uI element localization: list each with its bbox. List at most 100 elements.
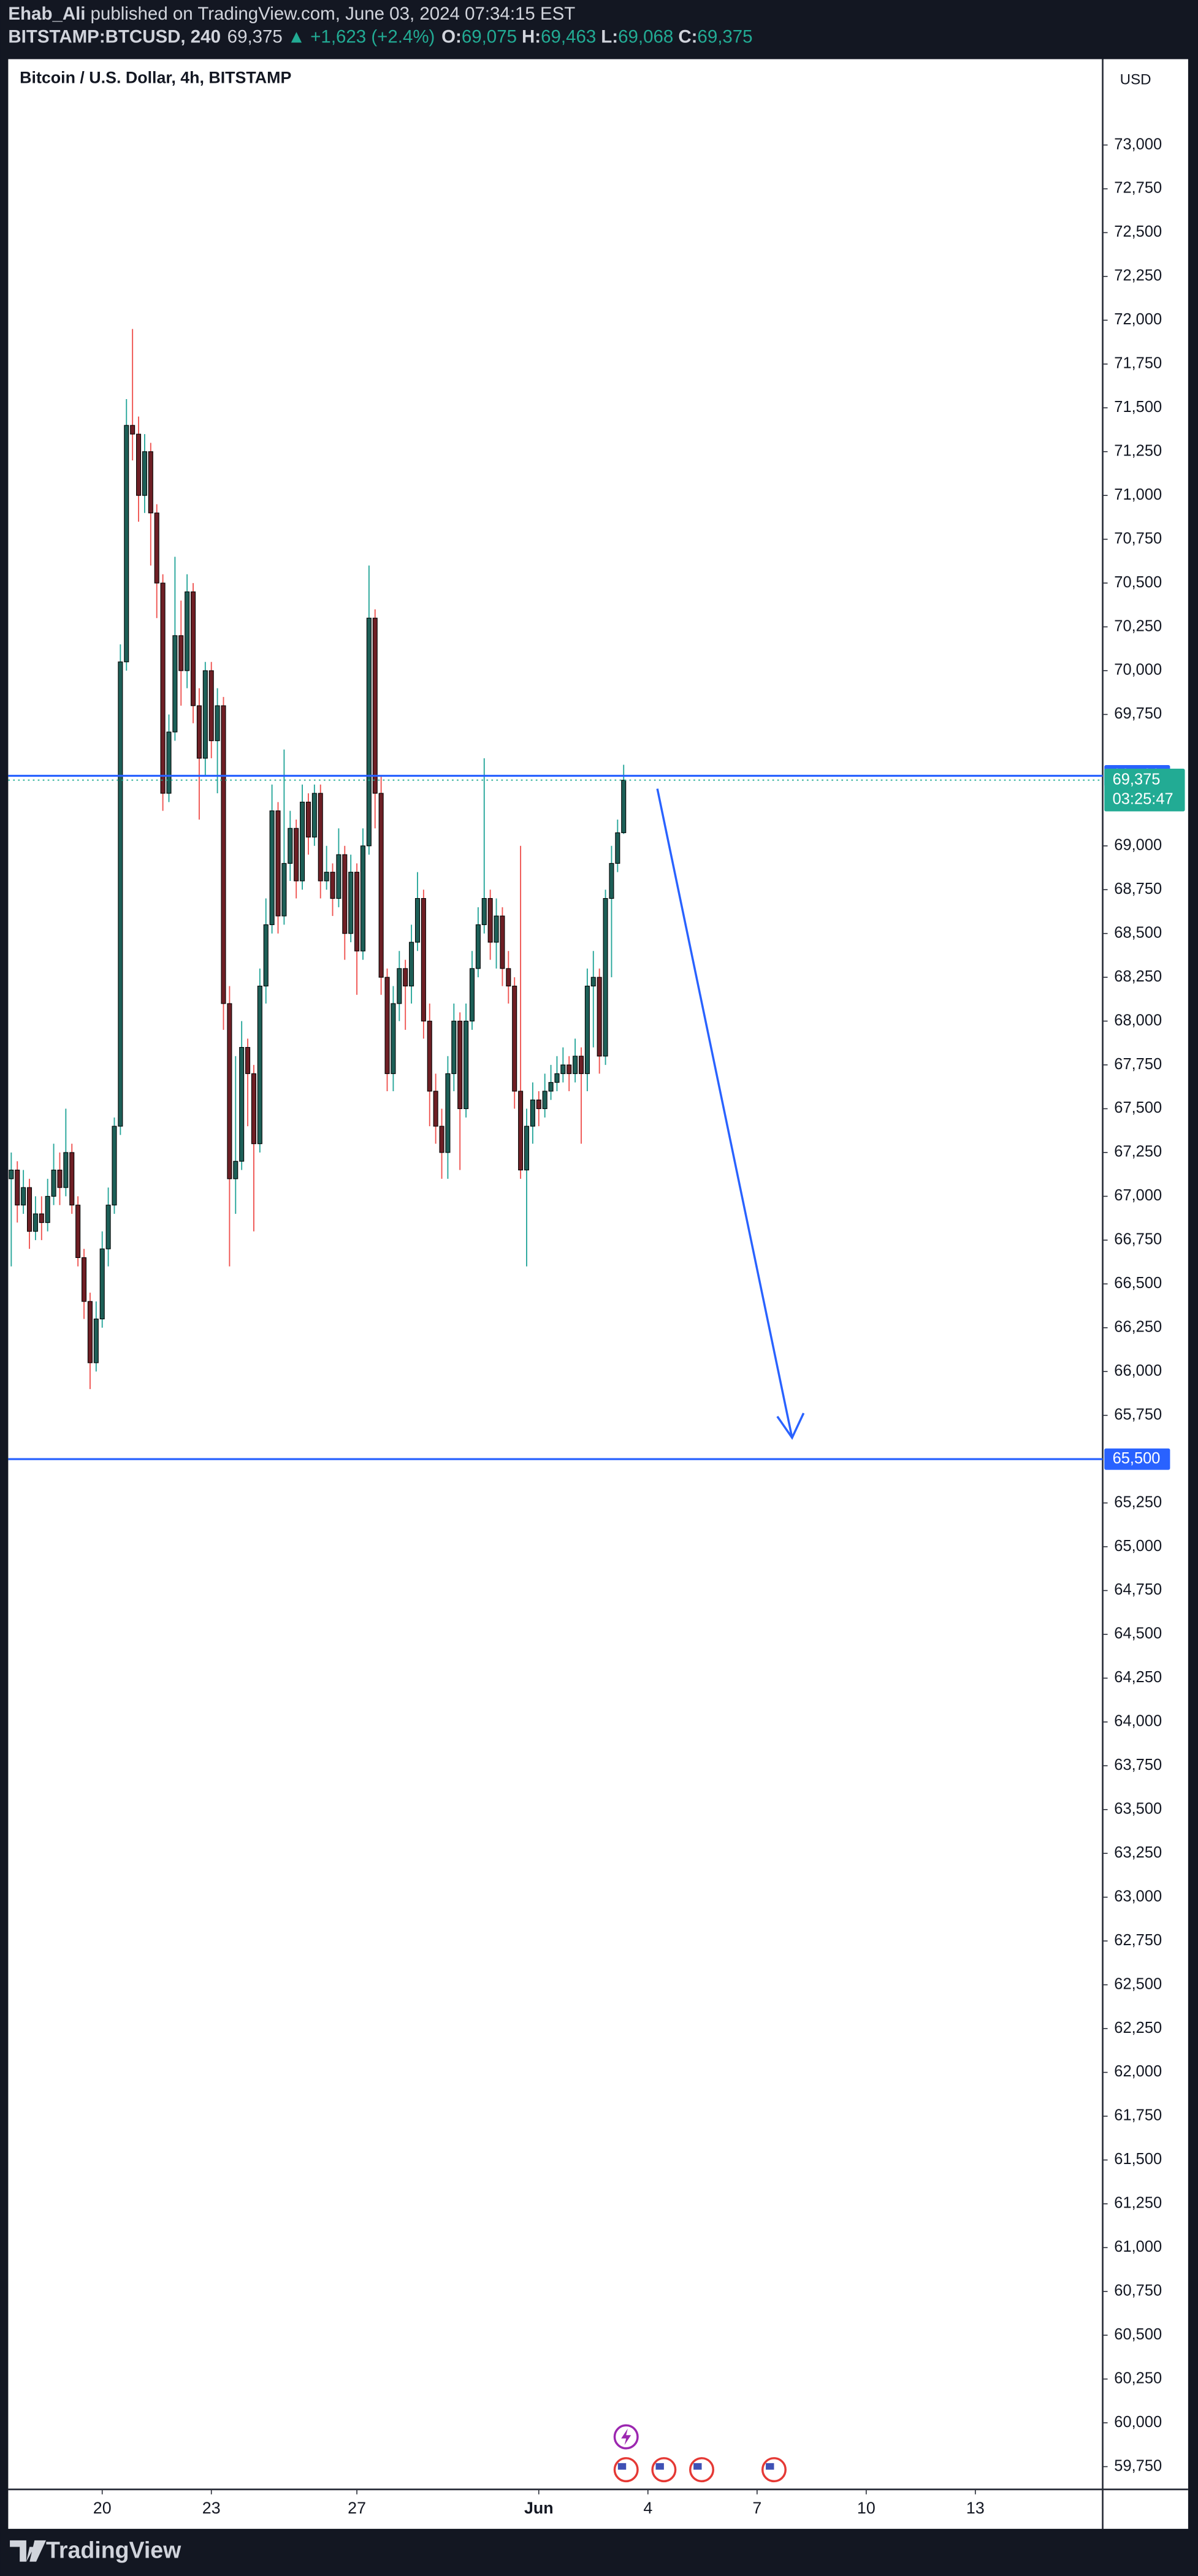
candle-body [172, 635, 178, 733]
candle-body [32, 1213, 38, 1232]
candle-body [15, 1170, 20, 1206]
y-tick-label: 62,500 [1114, 1975, 1162, 1992]
y-tick-label: 72,500 [1114, 223, 1162, 240]
candle-body [221, 705, 226, 1004]
flag-canton [693, 2463, 702, 2470]
candle-body [191, 591, 196, 706]
x-tick-label: 10 [857, 2499, 876, 2517]
ohlc-label: L: [601, 26, 618, 47]
candle-body [288, 828, 293, 864]
y-tick-label: 71,500 [1114, 398, 1162, 416]
candle-body [372, 617, 378, 794]
published: published on TradingView.com, June 03, 2… [91, 4, 576, 24]
y-tick-label: 73,000 [1114, 135, 1162, 153]
candle-body [336, 854, 341, 899]
candle-body [275, 810, 281, 916]
candle-body [506, 968, 511, 986]
candle-body [112, 1126, 117, 1206]
y-tick-label: 64,500 [1114, 1625, 1162, 1642]
x-tick-label: 27 [348, 2499, 366, 2517]
candle-body [603, 898, 608, 1057]
candle-body [148, 451, 153, 514]
candle-body [257, 985, 262, 1145]
x-tick-label: 7 [752, 2499, 761, 2517]
candle-body [82, 1257, 87, 1302]
candle-body [397, 968, 402, 1004]
candle-body [300, 801, 305, 882]
x-tick-label: Jun [524, 2499, 554, 2517]
candle-body [366, 617, 372, 847]
candle-body [597, 977, 602, 1057]
candle-body [39, 1213, 44, 1223]
candle-body [578, 1056, 584, 1074]
x-tick-label: 20 [93, 2499, 112, 2517]
y-tick-label: 61,750 [1114, 2107, 1162, 2124]
events [613, 2424, 787, 2483]
candle-body [263, 924, 269, 986]
y-tick-label: 62,750 [1114, 1932, 1162, 1949]
candle-body [421, 898, 426, 1022]
y-tick-label: 71,750 [1114, 355, 1162, 372]
y-tick-label: 63,000 [1114, 1888, 1162, 1905]
candle-body [45, 1195, 50, 1223]
y-tick-label: 63,500 [1114, 1801, 1162, 1818]
candle-body [233, 1160, 238, 1179]
y-tick-label: 66,000 [1114, 1362, 1162, 1379]
candle-body [475, 924, 481, 969]
candle-body [414, 898, 420, 943]
candle-body [124, 425, 129, 663]
candle-body [324, 872, 329, 882]
y-tick-label: 72,250 [1114, 267, 1162, 284]
candle-body [548, 1082, 554, 1092]
y-tick-label: 69,750 [1114, 705, 1162, 722]
candle-body [584, 985, 590, 1074]
candle-body [311, 793, 317, 838]
y-tick-label: 60,250 [1114, 2369, 1162, 2387]
currency: USD [1120, 72, 1151, 88]
y-tick-label: 61,000 [1114, 2238, 1162, 2255]
candle-body [378, 793, 384, 978]
candle-body [451, 1021, 457, 1074]
arrow-shaft [656, 788, 793, 1438]
y-tick-label: 70,000 [1114, 661, 1162, 679]
candle-body [524, 1126, 530, 1171]
change: ▲ +1,623 (+2.4%) [288, 26, 435, 47]
candle-body [445, 1073, 451, 1153]
last-price-label: 69,375 [1113, 771, 1161, 788]
y-tick-label: 66,500 [1114, 1275, 1162, 1292]
candle-body [554, 1073, 560, 1083]
candle-body [457, 1021, 463, 1110]
candle-body [196, 705, 202, 759]
y-tick-label: 67,500 [1114, 1099, 1162, 1116]
plot: 59,750 60,000 60,250 60,500 60,750 61,000 61,2… [8, 135, 1185, 2517]
y-tick-label: 66,750 [1114, 1231, 1162, 1248]
candle-body [251, 1073, 256, 1145]
y-tick-label: 62,250 [1114, 2019, 1162, 2037]
chart-title: Bitcoin / U.S. Dollar, 4h, BITSTAMP [20, 69, 291, 87]
candle-body [464, 1021, 469, 1110]
ohlc-label: O: [441, 26, 462, 47]
candle-body [21, 1187, 26, 1206]
y-tick-label: 71,250 [1114, 442, 1162, 459]
candle-body [360, 845, 365, 951]
candle-body [294, 828, 299, 882]
candle-body [202, 670, 208, 759]
publish-line: Ehab_Ali published on TradingView.com, Ju… [8, 4, 575, 24]
y-tick-label: 68,000 [1114, 1012, 1162, 1029]
candle-body [384, 977, 390, 1074]
candle-body [130, 425, 135, 435]
y-tick-label: 63,250 [1114, 1844, 1162, 1861]
candle-body [160, 582, 166, 794]
candle-body [239, 1046, 245, 1162]
y-tick-label: 71,000 [1114, 486, 1162, 503]
ohlc-value: 69,375 [697, 26, 752, 47]
y-tick-label: 60,000 [1114, 2414, 1162, 2431]
footer-logo: TradingView [10, 2537, 181, 2563]
candle-body [75, 1205, 81, 1259]
x-tick-label: 23 [202, 2499, 221, 2517]
candle-body [63, 1152, 69, 1188]
candle-body [567, 1064, 572, 1074]
candle-body [354, 872, 360, 951]
y-tick-label: 70,500 [1114, 574, 1162, 591]
